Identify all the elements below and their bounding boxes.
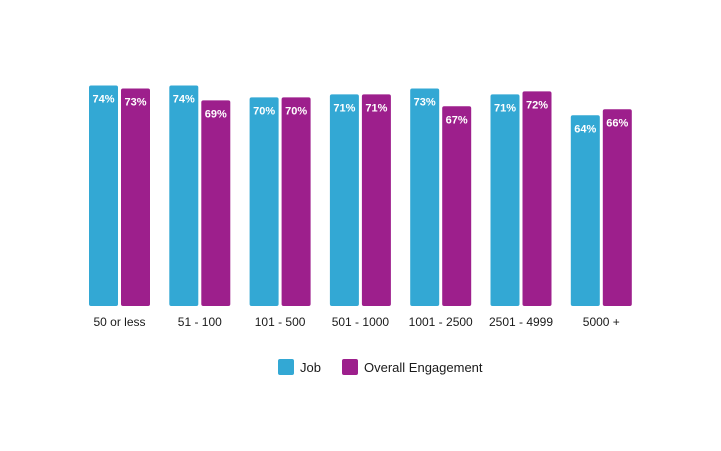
bar-overall-engagement-51-100 (201, 100, 231, 307)
data-label-overall-engagement-1001-2500: 67% (446, 114, 468, 126)
legend-label-job: Job (300, 360, 321, 375)
bar-overall-engagement-501-1000 (361, 94, 391, 307)
category-label-1001-2500: 1001 - 2500 (409, 315, 473, 329)
category-label-5000: 5000 + (583, 315, 620, 329)
data-label-job-501-1000: 71% (333, 102, 355, 114)
bar-job-2501-4999 (490, 94, 520, 307)
data-label-overall-engagement-2501-4999: 72% (526, 99, 548, 111)
bar-labels-group: 74% 73% 74% 69% 70% 70% 71% 71% 73% 67% 71% 72% 64% 6… (92, 94, 628, 136)
data-label-overall-engagement-501-1000: 71% (365, 102, 387, 114)
data-label-job-51-100: 74% (173, 94, 195, 106)
category-label-2501-4999: 2501 - 4999 (489, 315, 553, 329)
bar-job-51-100 (169, 85, 199, 306)
data-label-overall-engagement-5000: 66% (606, 117, 628, 129)
bars-group (89, 85, 632, 307)
bar-job-1001-2500 (410, 88, 440, 306)
bar-job-101-500 (249, 97, 279, 307)
data-label-overall-engagement-101-500: 70% (285, 105, 307, 117)
legend-swatch-job (278, 359, 294, 375)
bar-overall-engagement-5000 (602, 109, 632, 306)
category-label-101-500: 101 - 500 (255, 315, 306, 329)
bar-overall-engagement-101-500 (281, 97, 311, 307)
legend-label-overall-engagement: Overall Engagement (364, 360, 483, 375)
data-label-job-2501-4999: 71% (494, 102, 516, 114)
bar-job-501-1000 (329, 94, 359, 307)
legend: Job Overall Engagement (278, 359, 483, 375)
data-label-job-1001-2500: 73% (414, 97, 436, 109)
data-label-job-5000: 64% (574, 123, 596, 135)
category-labels-group: 50 or less 51 - 100 101 - 500 501 - 1000 100… (93, 315, 619, 329)
legend-swatch-overall-engagement (342, 359, 358, 375)
data-label-job-50-or-less: 74% (92, 94, 114, 106)
bar-job-50-or-less (89, 85, 118, 306)
category-label-501-1000: 501 - 1000 (332, 315, 390, 329)
data-label-overall-engagement-51-100: 69% (205, 108, 227, 120)
bar-overall-engagement-1001-2500 (442, 106, 472, 306)
bar-job-5000 (570, 115, 600, 306)
data-label-overall-engagement-50-or-less: 73% (124, 97, 146, 109)
data-label-job-101-500: 70% (253, 105, 275, 117)
category-label-50-or-less: 50 or less (93, 315, 145, 329)
bar-overall-engagement-2501-4999 (522, 91, 552, 307)
category-label-51-100: 51 - 100 (178, 315, 222, 329)
bar-overall-engagement-50-or-less (121, 88, 150, 306)
